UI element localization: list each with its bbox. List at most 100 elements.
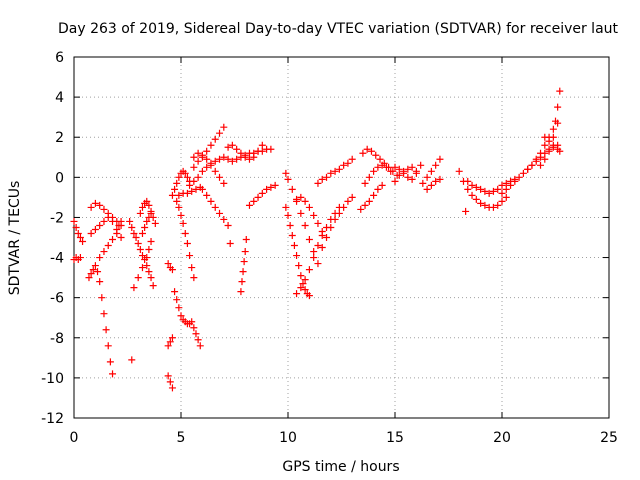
data-point	[194, 173, 202, 181]
data-point	[378, 161, 386, 169]
data-point	[502, 193, 510, 201]
data-point	[314, 260, 322, 268]
data-point	[130, 284, 138, 292]
data-point	[468, 191, 476, 199]
data-point	[318, 175, 326, 183]
data-point	[344, 197, 352, 205]
data-point	[374, 163, 382, 171]
data-point	[151, 219, 159, 227]
data-point	[100, 205, 108, 213]
data-marks	[70, 87, 564, 392]
data-point	[556, 87, 564, 95]
series-arc-10	[136, 197, 159, 227]
data-point	[192, 330, 200, 338]
data-point	[132, 234, 140, 241]
data-point	[177, 211, 185, 219]
data-point	[190, 177, 198, 185]
data-point	[507, 181, 515, 189]
data-point	[382, 163, 390, 171]
data-point	[173, 179, 181, 187]
data-point	[115, 221, 123, 229]
series-arc-36	[361, 161, 395, 187]
data-point	[106, 358, 114, 366]
data-point	[196, 342, 204, 350]
data-point	[171, 185, 179, 193]
x-tick-label: 0	[70, 430, 79, 446]
data-point	[143, 262, 151, 270]
data-point	[263, 185, 271, 193]
data-point	[374, 185, 382, 193]
x-axis-title: GPS time / hours	[282, 459, 399, 475]
data-point	[472, 183, 480, 191]
y-tick-label: -12	[41, 411, 64, 427]
data-point	[404, 165, 412, 173]
data-point	[168, 334, 176, 342]
data-point	[224, 155, 232, 163]
data-point	[250, 197, 258, 205]
data-point	[102, 326, 110, 334]
data-point	[267, 145, 275, 153]
data-point	[87, 270, 95, 278]
data-point	[175, 173, 183, 181]
data-point	[361, 201, 369, 209]
data-point	[109, 217, 117, 225]
series-arc-11	[138, 209, 155, 237]
data-point	[173, 296, 181, 304]
data-point	[241, 248, 249, 256]
data-point	[310, 254, 318, 262]
data-point	[72, 223, 80, 231]
data-point	[468, 181, 476, 189]
series-arc-34	[318, 193, 356, 252]
data-point	[297, 272, 305, 280]
data-point	[188, 264, 196, 272]
data-point	[237, 153, 245, 161]
series-arc-02	[70, 254, 84, 264]
data-point	[293, 252, 301, 260]
data-point	[489, 187, 497, 195]
data-point	[556, 147, 564, 155]
data-point	[541, 133, 549, 141]
data-point	[100, 248, 108, 256]
data-point	[327, 223, 335, 231]
series-arc-17	[171, 288, 194, 328]
data-point	[472, 195, 480, 203]
data-point	[361, 179, 369, 187]
series-arc-08	[126, 217, 157, 290]
series-arc-13	[164, 334, 176, 350]
data-point	[175, 304, 183, 312]
data-point	[126, 217, 134, 225]
data-point	[241, 151, 249, 159]
data-point	[288, 185, 296, 193]
data-point	[190, 274, 198, 282]
data-point	[220, 153, 228, 161]
data-point	[367, 147, 375, 155]
data-point	[297, 209, 305, 217]
data-point	[254, 193, 262, 201]
data-point	[423, 185, 431, 193]
data-point	[149, 282, 157, 290]
series-arc-46	[524, 119, 562, 173]
data-point	[136, 246, 144, 254]
data-point	[194, 149, 202, 157]
data-point	[91, 262, 99, 270]
data-point	[186, 252, 194, 260]
data-point	[314, 242, 322, 250]
data-point	[128, 223, 136, 231]
data-point	[404, 173, 412, 181]
data-point	[220, 123, 228, 131]
y-tick-label: -4	[50, 251, 64, 267]
data-point	[295, 262, 303, 270]
data-point	[395, 171, 403, 179]
series-arc-20	[190, 123, 228, 171]
data-point	[391, 163, 399, 171]
data-point	[145, 213, 153, 221]
data-point	[284, 211, 292, 219]
data-point	[288, 231, 296, 239]
data-point	[301, 221, 309, 229]
data-point	[549, 141, 557, 149]
data-point	[216, 173, 224, 181]
data-point	[305, 292, 313, 300]
data-point	[233, 155, 241, 163]
series-arc-37	[357, 181, 386, 213]
data-point	[198, 151, 206, 159]
